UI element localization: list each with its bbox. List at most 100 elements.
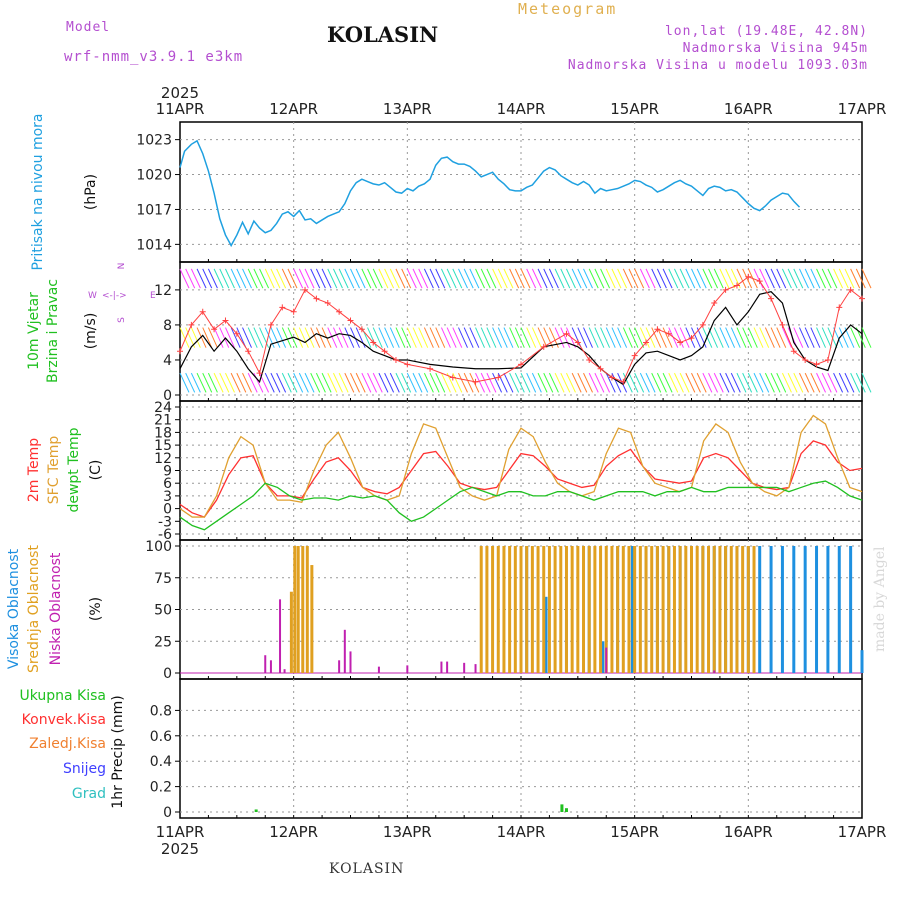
wind-arrow-low [651, 372, 662, 393]
cloud-bar-2 [279, 599, 282, 673]
wind-arrow-low [440, 372, 451, 393]
wind-arrow-high [571, 268, 582, 289]
gust-marker [665, 330, 672, 337]
time-label-bottom: 16APR [724, 823, 773, 841]
wind-arrow-high [367, 268, 378, 289]
wind-arrow-mid [219, 327, 230, 348]
wind-arrow-low [332, 372, 343, 393]
time-label-top: 17APR [838, 100, 887, 118]
gust-marker [336, 308, 343, 315]
wind-arrow-low [764, 372, 775, 393]
wind-arrow-mid [384, 327, 395, 348]
cloud-bar-1 [593, 546, 597, 673]
wind-arrow-low [406, 372, 417, 393]
wind-arrow-high [253, 268, 264, 289]
cloud-bar-0 [780, 546, 784, 673]
wind-arrow-mid [673, 327, 684, 348]
wind-arrow-mid [486, 327, 497, 348]
wind-arrow-mid [713, 327, 724, 348]
gust-marker [677, 339, 684, 346]
wind-arrow-mid [242, 327, 252, 348]
cloud-bar-1 [525, 546, 529, 673]
wind-arrow-high [838, 268, 849, 289]
temp-axis-title-3: dewpt Temp [66, 427, 82, 512]
wind-arrow-low [264, 372, 275, 393]
wind-arrow-mid [503, 327, 514, 348]
cloud-bar-1 [564, 546, 568, 673]
wind-legend-e: E [150, 291, 156, 301]
wind-arrow-mid [833, 327, 844, 348]
wind-arrow-low [452, 372, 463, 393]
y-tick-label: 8 [163, 318, 172, 334]
cloud-bar-1 [553, 546, 557, 673]
wind-arrow-low [202, 372, 213, 393]
wind-arrow-high [816, 268, 826, 289]
cloud-bar-1 [542, 546, 546, 673]
wind-arrow-mid [480, 327, 491, 348]
wind-arrow-high [622, 268, 633, 289]
wind-arrow-low [276, 372, 287, 393]
wind-arrow-low [281, 372, 292, 393]
wind-arrow-high [298, 268, 309, 289]
wind-arrow-low [639, 372, 650, 393]
cloud-bar-1 [695, 546, 699, 673]
wind-arrow-high [435, 268, 446, 289]
y-tick-label: 3 [163, 489, 172, 505]
wind-arrow-low [850, 372, 861, 393]
wind-arrow-high [645, 268, 656, 289]
y-tick-label: 24 [154, 400, 172, 416]
cloud-bar-2 [440, 661, 443, 673]
cloud-bar-1 [638, 546, 642, 673]
elevation-label: Nadmorska Visina 945m [682, 41, 868, 56]
cloud-bar-0 [630, 546, 634, 673]
wind-arrow-low [844, 372, 855, 393]
wind-arrow-low [236, 372, 247, 393]
precip-bar [560, 804, 564, 812]
cloud-bar-1 [752, 546, 756, 673]
wind-arrow-low [537, 372, 548, 393]
wind-arrow-high [344, 268, 355, 289]
wind-arrow-high [736, 268, 747, 289]
wind-arrow-low [543, 372, 554, 393]
wind-arrow-mid [730, 327, 741, 348]
gust-marker [472, 378, 479, 385]
wind-arrow-mid [446, 327, 457, 348]
wind-legend-arrow: <-|-> [102, 291, 127, 301]
gust-marker [211, 326, 218, 333]
pressure-axis-unit: (hPa) [83, 174, 99, 210]
wind-arrow-low [827, 372, 838, 393]
cloud-bar-1 [746, 546, 750, 673]
gust-marker [188, 321, 195, 328]
cloud-bar-2 [406, 665, 409, 673]
gust-marker [597, 365, 604, 372]
wind-arrow-low [566, 372, 576, 393]
wind-arrow-low [588, 372, 599, 393]
wind-arrow-low [656, 372, 667, 393]
wind-arrow-high [259, 268, 270, 289]
gust-marker [370, 339, 377, 346]
wind-arrow-high [793, 268, 804, 289]
wind-arrow-low [594, 372, 605, 393]
wind-arrow-mid [810, 327, 821, 348]
precip-axis-title: 1hr Precip (mm) [110, 695, 126, 808]
wind-arrow-mid [850, 327, 861, 348]
time-label-bottom: 17APR [838, 823, 887, 841]
wind-arrow-high [270, 268, 281, 289]
wind-arrow-high [804, 268, 815, 289]
wind-arrow-high [548, 268, 559, 289]
wind-arrow-low [531, 372, 542, 393]
cloud-bar-1 [684, 546, 688, 673]
wind-arrow-low [560, 372, 571, 393]
wind-arrow-high [827, 268, 838, 289]
y-tick-label: 6 [163, 476, 172, 492]
wind-arrow-high [696, 268, 707, 289]
gust-marker [324, 300, 331, 307]
cloud-bar-1 [627, 546, 631, 673]
gust-marker [813, 361, 820, 368]
wind-arrow-low [520, 372, 531, 393]
y-tick-label: 4 [163, 353, 172, 369]
gust-marker [313, 295, 320, 302]
wind-arrow-high [207, 268, 218, 289]
watermark: made by Angel [872, 546, 888, 653]
wind-arrow-high [281, 268, 292, 289]
